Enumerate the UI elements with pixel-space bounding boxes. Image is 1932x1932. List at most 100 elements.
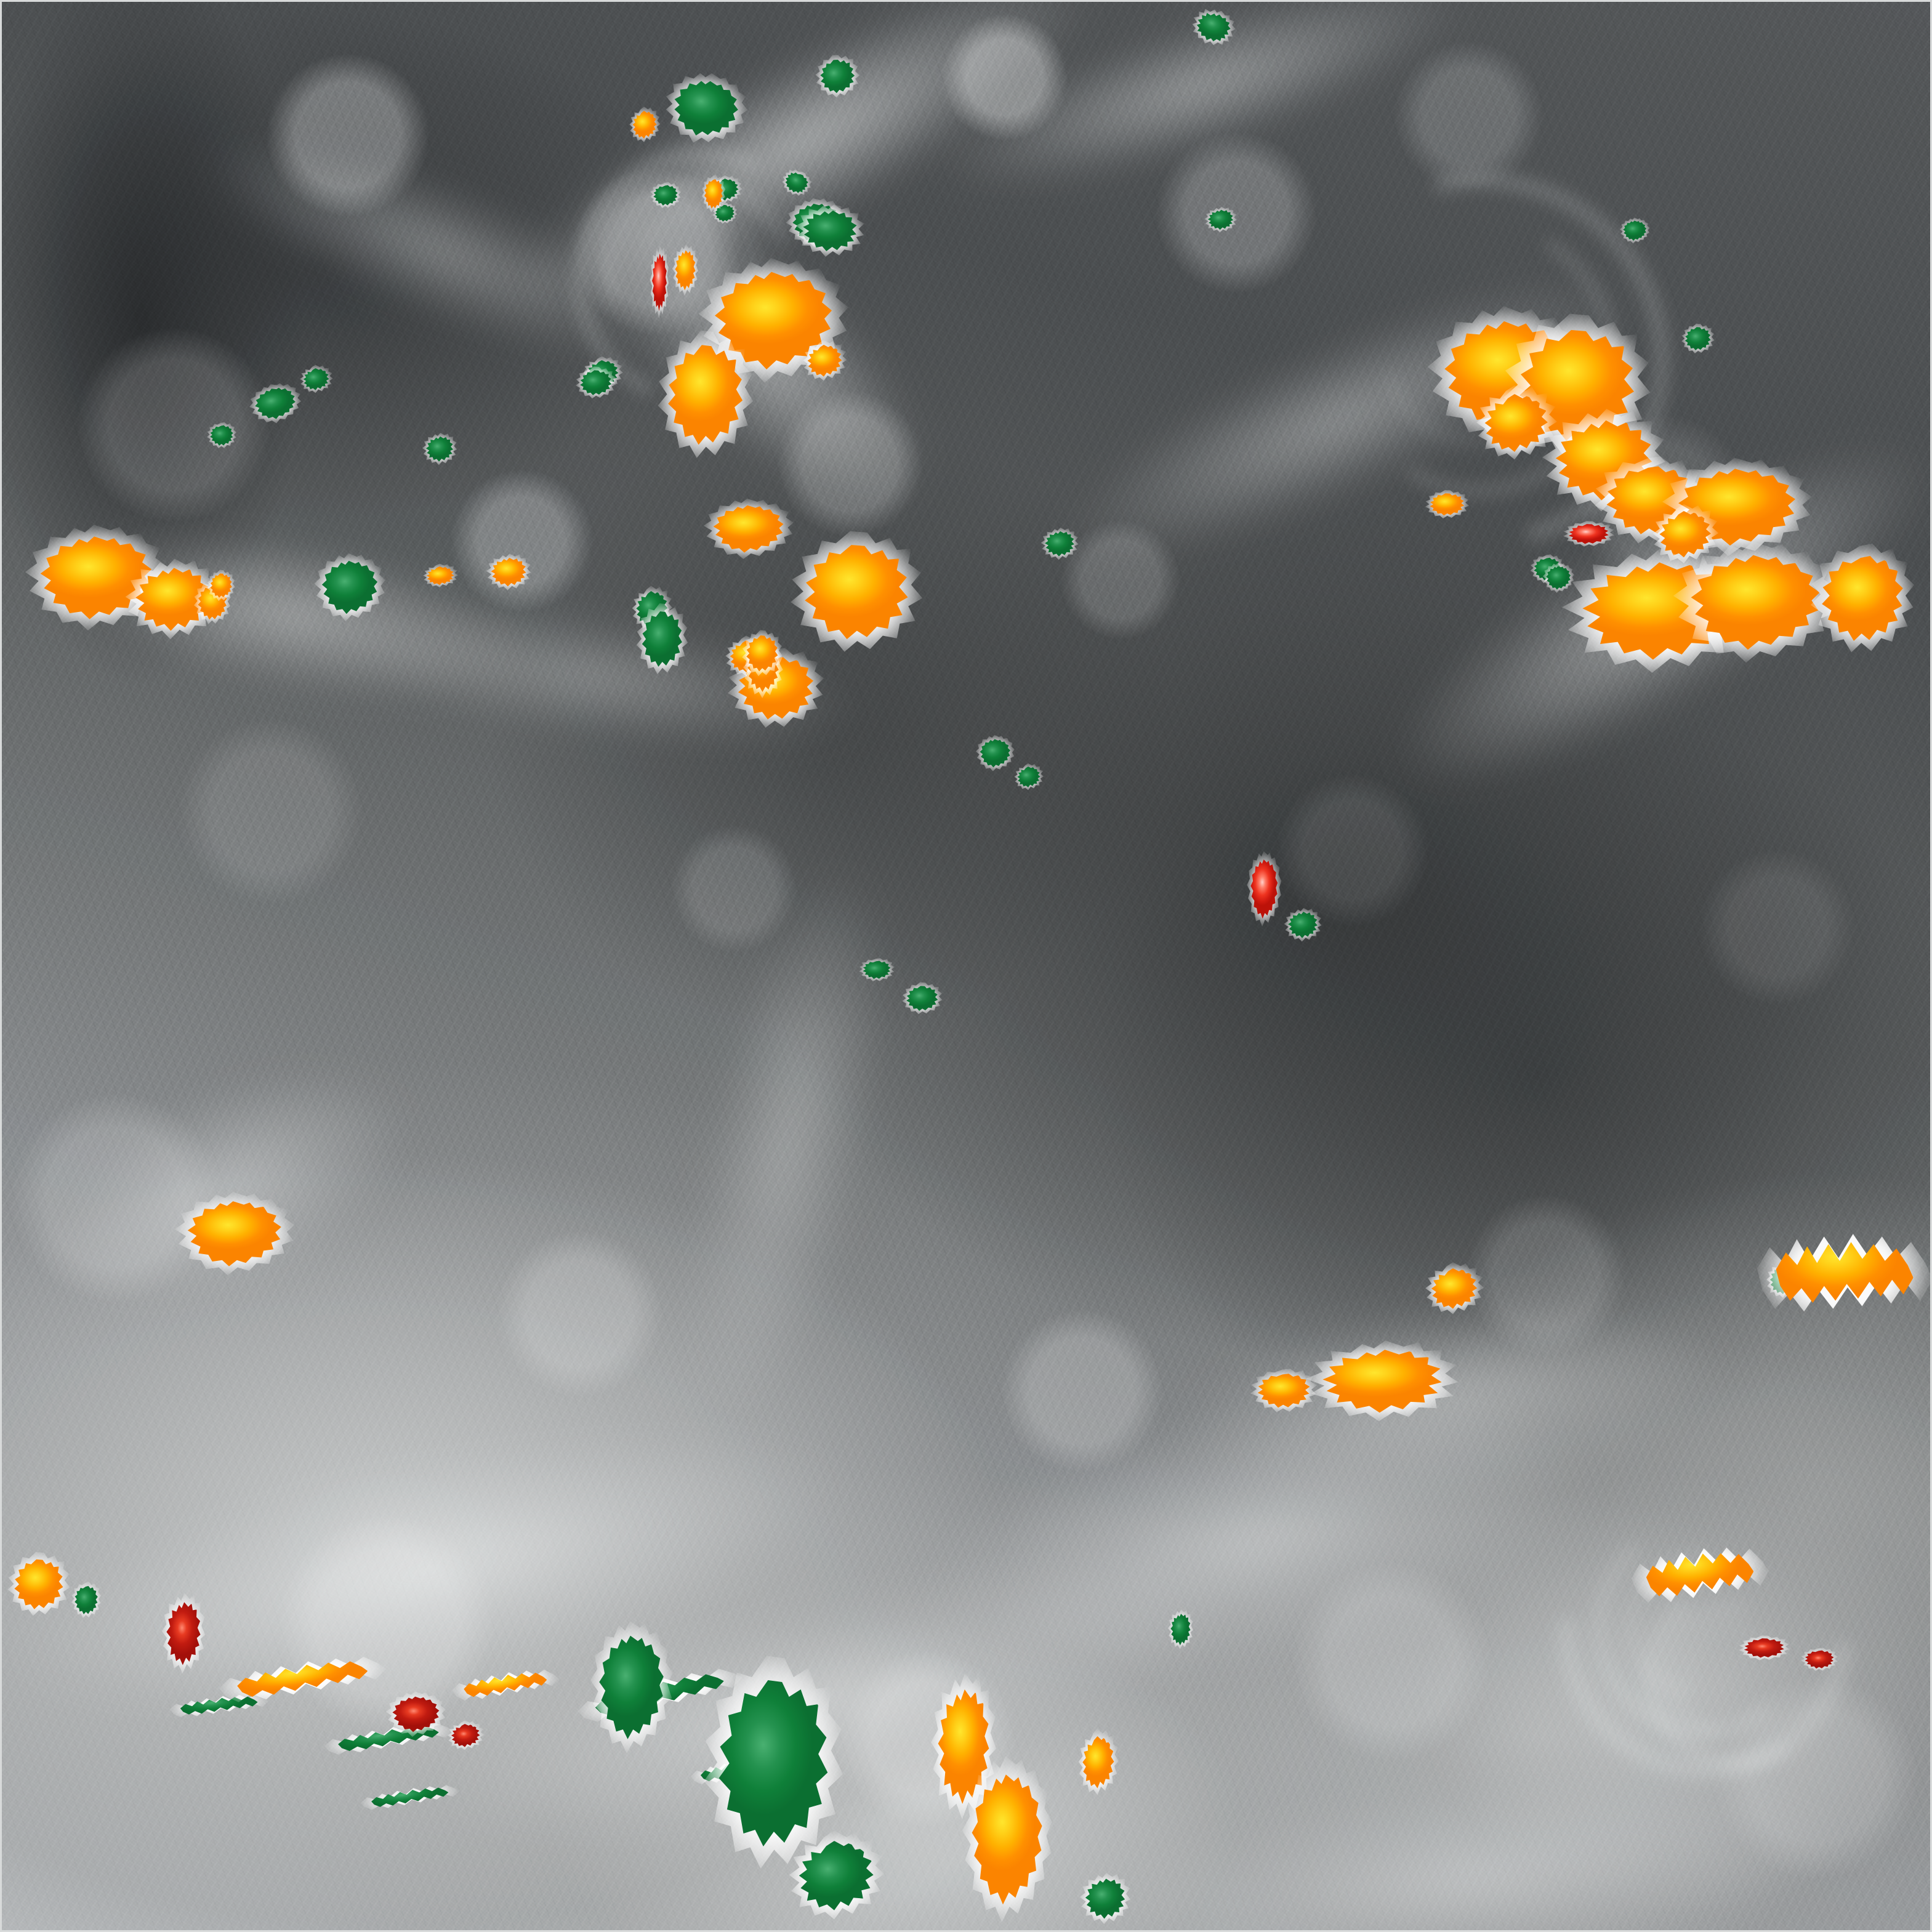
convective-feature-green — [1189, 6, 1236, 49]
convective-feature-red — [650, 245, 669, 319]
feature-white-halo — [1542, 408, 1666, 512]
feature-core — [698, 1752, 775, 1788]
feature-white-halo — [1250, 1369, 1318, 1412]
feature-core — [334, 1717, 442, 1758]
convective-feature-green — [422, 432, 457, 465]
feature-white-halo — [698, 258, 848, 383]
feature-core — [1189, 6, 1236, 49]
feature-white-halo — [1476, 385, 1557, 460]
feature-white-halo — [1681, 323, 1715, 354]
feature-white-halo — [701, 175, 726, 213]
feature-white-halo — [962, 1756, 1052, 1923]
convective-feature-green — [636, 603, 688, 675]
feature-core — [652, 254, 667, 311]
feature-white-halo — [672, 244, 699, 296]
convective-feature-dkred — [1738, 1635, 1790, 1660]
convective-feature-orange — [231, 1647, 372, 1709]
feature-white-halo — [1594, 456, 1706, 544]
feature-core — [210, 573, 232, 598]
feature-core — [599, 1635, 664, 1739]
convective-feature-dkred — [1800, 1648, 1838, 1672]
convective-feature-green — [1167, 1609, 1194, 1650]
convective-feature-orange — [1594, 456, 1706, 544]
feature-white-halo — [300, 364, 333, 393]
feature-white-halo — [174, 1192, 295, 1276]
feature-core — [1430, 493, 1465, 516]
convective-feature-green — [709, 175, 743, 204]
feature-white-halo — [1624, 1523, 1774, 1624]
convective-feature-green — [589, 1660, 729, 1728]
feature-white-halo — [1563, 521, 1615, 547]
feature-core — [713, 505, 784, 553]
feature-core — [177, 1689, 259, 1720]
convective-feature-orange — [962, 1756, 1052, 1923]
convective-feature-green — [334, 1717, 442, 1758]
feature-core — [636, 591, 668, 626]
feature-white-halo — [1561, 548, 1751, 673]
convective-feature-dkred — [161, 1593, 206, 1674]
feature-white-halo — [1530, 554, 1564, 584]
feature-core — [425, 436, 454, 462]
feature-core — [780, 167, 812, 198]
convective-feature-orange — [931, 1673, 996, 1820]
feature-core — [1546, 566, 1571, 590]
feature-core — [187, 1201, 281, 1266]
feature-core — [738, 657, 814, 720]
feature-white-halo — [776, 163, 817, 203]
feature-core — [1769, 1265, 1798, 1294]
convective-feature-green — [177, 1689, 259, 1720]
convective-feature-green — [1014, 763, 1044, 791]
feature-core — [1170, 1614, 1191, 1646]
convective-feature-orange — [1673, 541, 1838, 663]
feature-white-halo — [1040, 527, 1079, 560]
feature-white-halo — [1167, 1609, 1194, 1650]
feature-white-halo — [582, 356, 623, 390]
feature-white-halo — [25, 525, 167, 631]
convective-feature-green — [582, 356, 623, 390]
feature-core — [1534, 557, 1561, 581]
feature-white-halo — [1425, 1262, 1484, 1314]
feature-white-halo — [650, 182, 682, 209]
feature-white-halo — [1427, 306, 1585, 443]
feature-white-halo — [1284, 908, 1322, 942]
feature-core — [40, 536, 152, 619]
convective-feature-orange — [25, 525, 167, 631]
feature-core — [1606, 466, 1694, 534]
convective-feature-green — [780, 167, 812, 198]
feature-core — [704, 179, 723, 209]
feature-core — [666, 74, 744, 145]
feature-white-halo — [782, 195, 849, 252]
feature-core — [210, 425, 233, 446]
convective-feature-red — [1563, 521, 1615, 547]
convective-feature-green — [71, 1582, 102, 1619]
feature-core — [1678, 469, 1795, 546]
convective-feature-orange — [174, 1192, 295, 1276]
convective-feature-green — [576, 366, 616, 399]
feature-core — [938, 1689, 989, 1804]
convective-feature-green — [698, 1752, 775, 1788]
feature-core — [1623, 220, 1647, 241]
feature-white-halo — [161, 1593, 206, 1674]
convective-feature-orange — [1662, 457, 1812, 557]
feature-white-halo — [569, 1651, 749, 1737]
feature-core — [906, 986, 938, 1011]
feature-white-halo — [71, 1582, 102, 1619]
feature-white-halo — [1306, 1340, 1459, 1422]
convective-feature-green — [632, 586, 672, 630]
feature-core — [1484, 394, 1548, 452]
feature-core — [1207, 209, 1234, 230]
feature-core — [653, 185, 678, 206]
feature-white-halo — [1757, 1234, 1932, 1312]
convective-feature-orange — [672, 244, 699, 296]
convective-feature-dkred — [385, 1691, 446, 1737]
convective-feature-orange — [422, 563, 459, 588]
feature-core — [1568, 524, 1609, 544]
feature-core — [789, 201, 842, 246]
feature-core — [1744, 1638, 1784, 1658]
feature-white-halo — [244, 378, 306, 430]
convective-feature-orange — [1542, 408, 1666, 512]
feature-core — [1082, 1736, 1114, 1789]
convective-feature-red — [1247, 851, 1282, 927]
convective-feature-orange — [460, 1663, 550, 1705]
convective-feature-orange — [1757, 1219, 1932, 1324]
